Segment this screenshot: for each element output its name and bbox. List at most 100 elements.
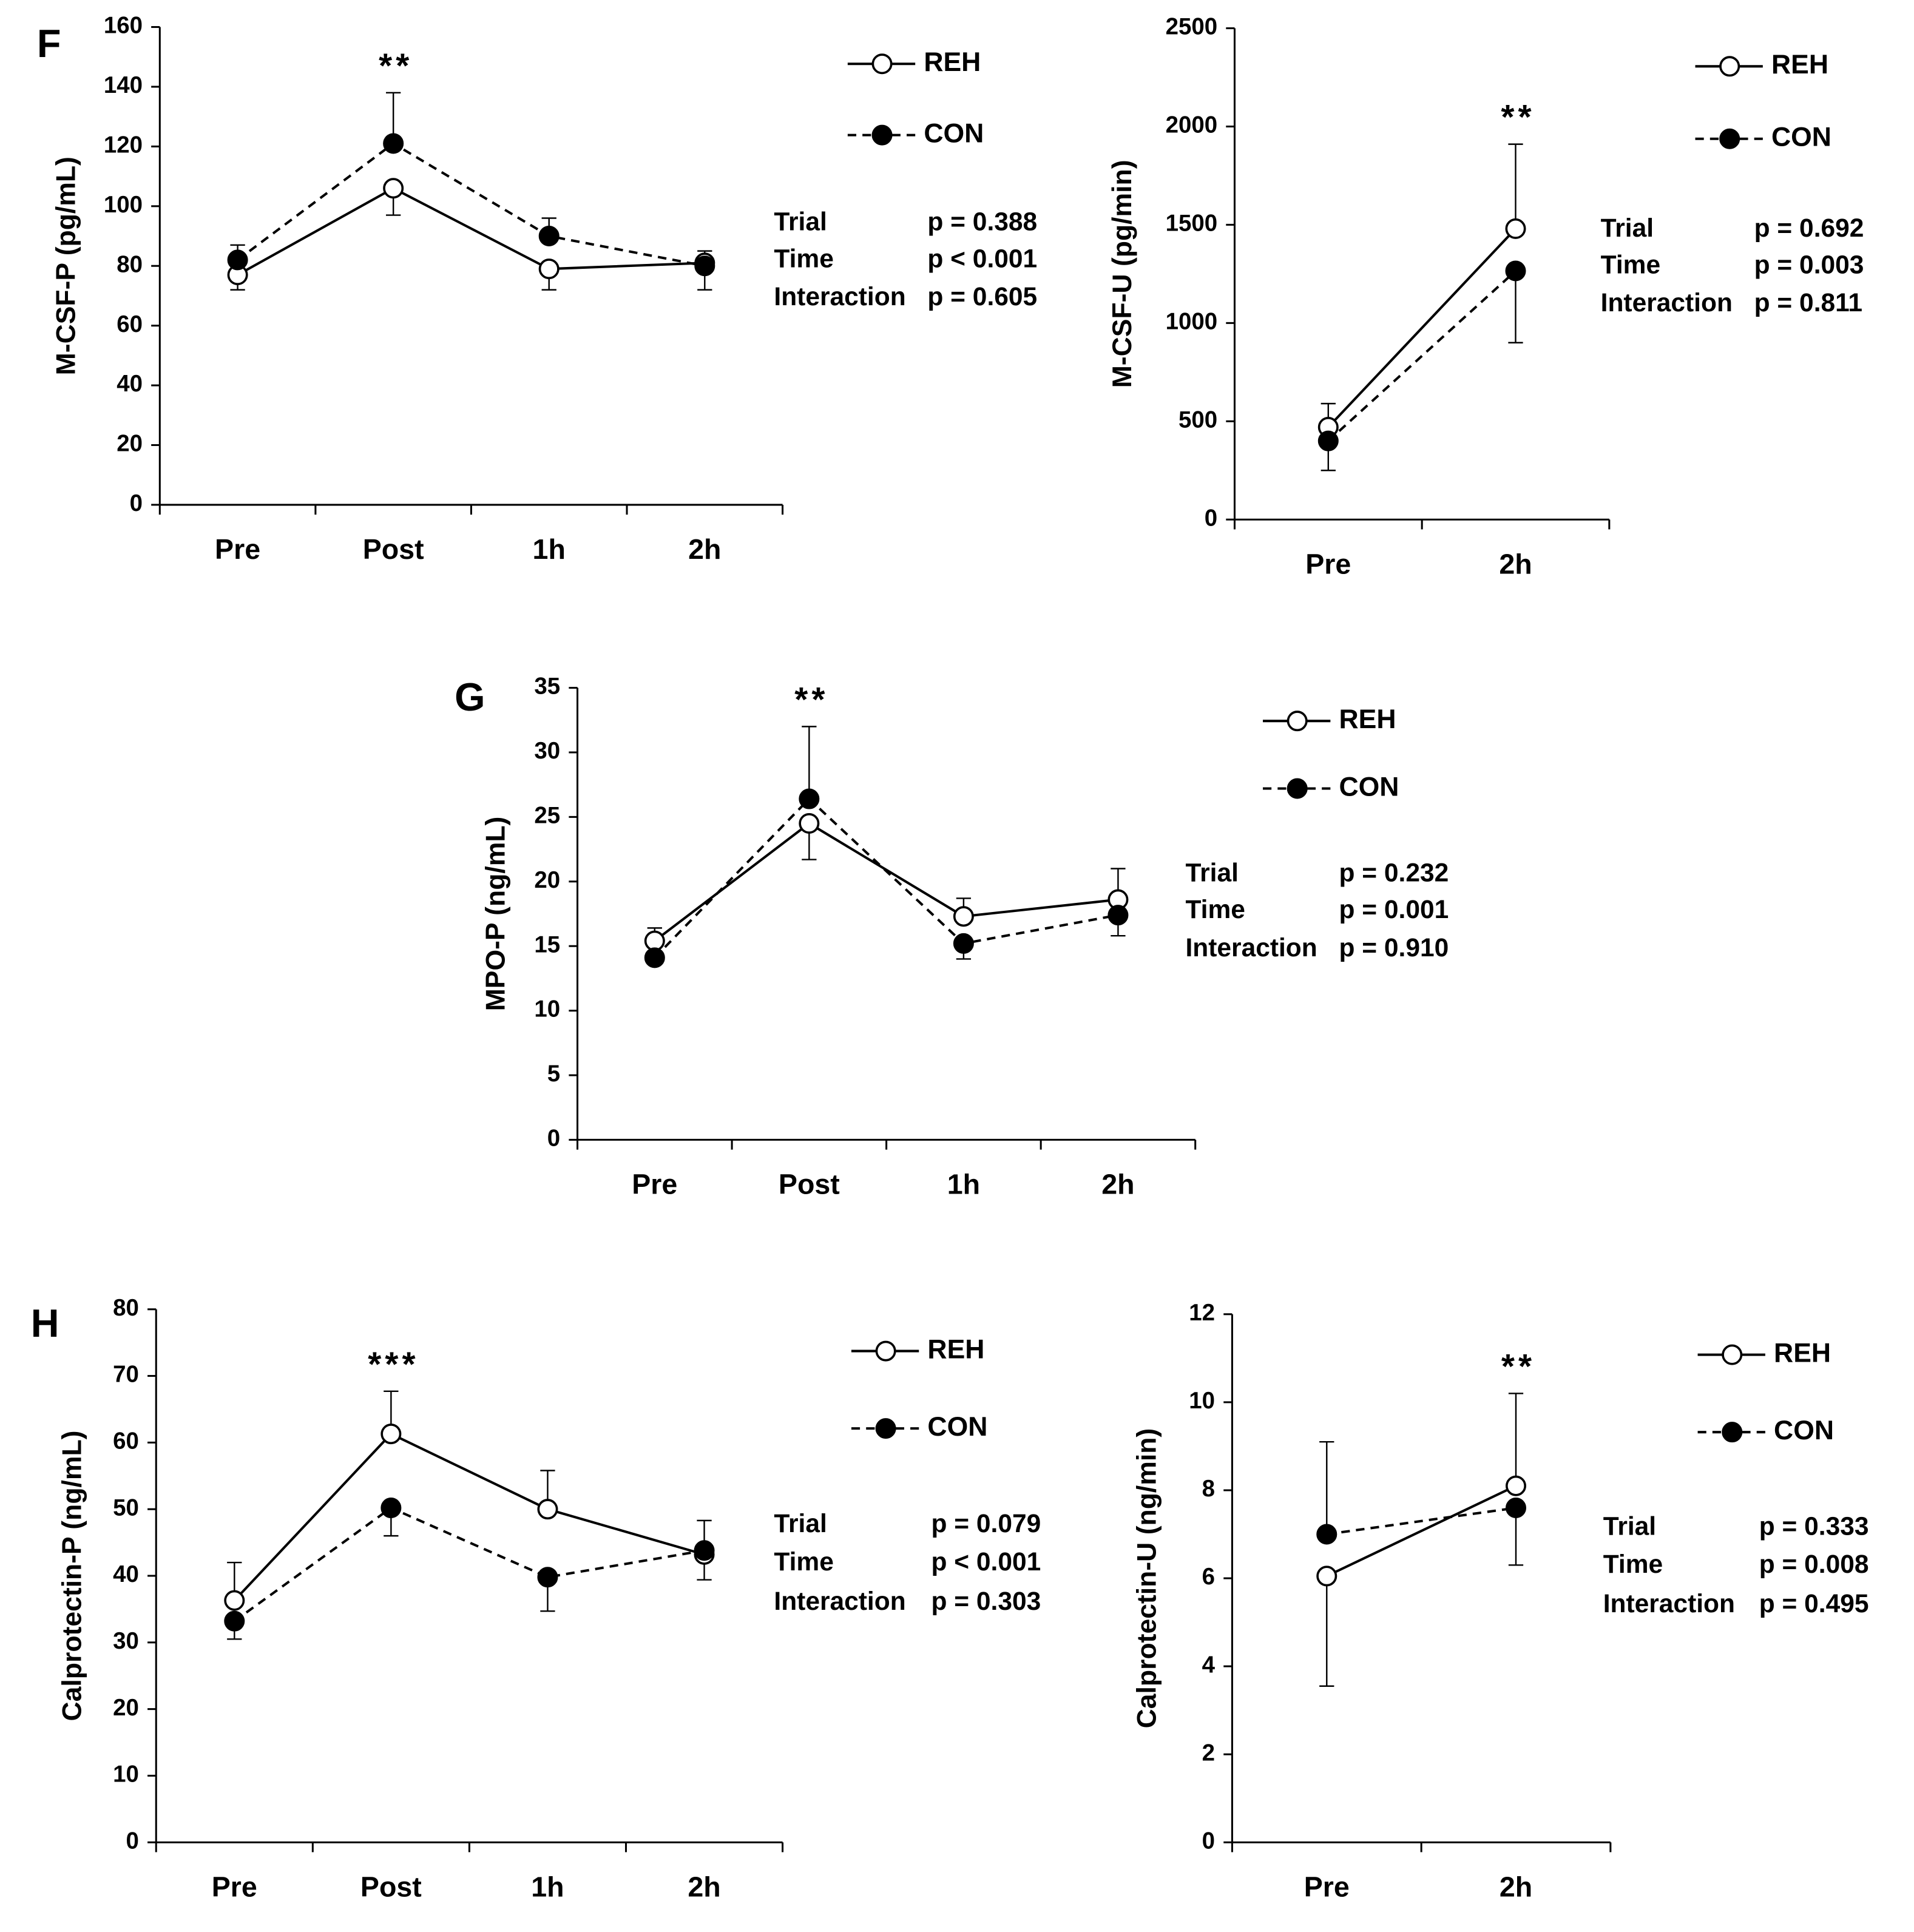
marker	[953, 933, 974, 954]
stat-label: Time	[1603, 1550, 1663, 1579]
legend-marker	[1719, 56, 1740, 77]
stat-label: Interaction	[1603, 1590, 1735, 1618]
stat-value: p = 0.495	[1759, 1590, 1869, 1618]
marker	[1505, 1475, 1526, 1496]
stat-label: Interaction	[774, 283, 905, 311]
y-tick-label: 20	[534, 867, 560, 893]
y-tick-label: 120	[104, 132, 143, 158]
y-tick-label: 80	[113, 1295, 139, 1321]
significance: **	[1501, 1348, 1535, 1386]
y-tick-label: 15	[534, 931, 560, 958]
stat-label: Time	[774, 1548, 833, 1576]
y-tick-label: 2000	[1166, 112, 1218, 138]
y-tick-label: 20	[117, 431, 143, 457]
y-tick-label: 30	[113, 1628, 139, 1654]
stat-label: Time	[1185, 896, 1245, 924]
stat-value: p = 0.605	[927, 283, 1037, 311]
stat-value: p = 0.388	[927, 208, 1037, 237]
stat-label: Interaction	[774, 1587, 905, 1616]
y-axis-label: Calprotectin-U (ng/min)	[1132, 1428, 1162, 1729]
panel-label: F	[37, 21, 61, 66]
series-line	[654, 822, 1118, 942]
y-tick-label: 70	[113, 1362, 139, 1388]
y-tick-label: 0	[126, 1828, 139, 1854]
marker	[799, 812, 820, 834]
y-tick-label: 1500	[1166, 211, 1218, 237]
y-tick-label: 12	[1189, 1300, 1215, 1326]
marker	[1316, 1566, 1337, 1587]
x-tick-label: 1h	[533, 533, 566, 565]
legend-label: CON	[924, 118, 984, 148]
y-tick-label: 40	[113, 1561, 139, 1587]
legend-marker	[871, 124, 893, 146]
x-tick-label: Post	[363, 533, 424, 565]
panel-label: H	[31, 1301, 59, 1345]
series-line	[1326, 1506, 1517, 1536]
y-tick-label: 0	[1202, 1828, 1215, 1854]
stat-value: p = 0.333	[1759, 1512, 1869, 1541]
marker	[644, 947, 665, 968]
y-tick-label: 0	[1205, 505, 1217, 531]
marker	[644, 930, 665, 951]
legend-label: REH	[927, 1334, 984, 1364]
y-tick-label: 100	[104, 192, 143, 218]
x-tick-label: 2h	[688, 533, 721, 565]
stat-value: p = 0.303	[931, 1587, 1041, 1616]
y-tick-label: 50	[113, 1495, 139, 1521]
marker	[799, 788, 820, 809]
stat-value: p = 0.910	[1339, 934, 1449, 962]
y-tick-label: 40	[117, 371, 143, 397]
legend-marker	[1719, 128, 1740, 149]
stat-label: Trial	[774, 208, 827, 237]
stat-label: Trial	[1603, 1512, 1656, 1541]
legend-marker	[1287, 778, 1308, 799]
marker	[380, 1497, 402, 1518]
y-tick-label: 25	[534, 803, 560, 829]
legend-marker	[1287, 711, 1308, 732]
legend-marker	[1722, 1422, 1743, 1443]
y-tick-label: 30	[534, 738, 560, 764]
y-tick-label: 5	[547, 1061, 560, 1087]
x-tick-label: 1h	[947, 1169, 980, 1200]
marker	[227, 249, 248, 271]
y-axis-label: M-CSF-U (pg/min)	[1107, 160, 1137, 388]
legend-label: REH	[1771, 50, 1828, 79]
x-tick-label: Pre	[632, 1169, 677, 1200]
stat-label: Time	[1601, 251, 1660, 279]
legend-label: REH	[924, 47, 981, 77]
x-tick-label: Post	[360, 1871, 422, 1902]
stat-label: Interaction	[1601, 289, 1733, 317]
stat-value: p < 0.001	[927, 245, 1037, 273]
y-tick-label: 10	[113, 1761, 139, 1788]
series-line	[1327, 270, 1517, 442]
significance: **	[1501, 98, 1535, 137]
stat-value: p = 0.003	[1754, 251, 1864, 279]
marker	[383, 178, 404, 199]
marker	[224, 1590, 245, 1611]
x-tick-label: Pre	[1304, 1871, 1350, 1902]
marker	[1505, 260, 1526, 282]
stat-label: Trial	[1601, 214, 1654, 243]
stat-label: Interaction	[1185, 934, 1317, 962]
y-axis-label: MPO-P (ng/mL)	[481, 817, 511, 1012]
x-tick-label: 2h	[1101, 1169, 1134, 1200]
significance: **	[794, 681, 828, 719]
stat-value: p = 0.692	[1754, 214, 1864, 243]
y-tick-label: 10	[534, 996, 560, 1022]
legend-marker	[1722, 1344, 1743, 1365]
y-tick-label: 0	[130, 490, 143, 516]
y-tick-label: 2	[1202, 1740, 1215, 1766]
legend-label: REH	[1339, 704, 1396, 734]
y-tick-label: 160	[104, 13, 143, 39]
y-tick-label: 8	[1202, 1476, 1215, 1502]
legend-label: CON	[927, 1412, 987, 1442]
significance: ***	[368, 1345, 419, 1383]
legend-marker	[875, 1418, 896, 1439]
marker	[537, 1499, 558, 1520]
marker	[1107, 905, 1129, 926]
series-line	[237, 142, 705, 268]
marker	[694, 1540, 715, 1561]
x-tick-label: 2h	[688, 1871, 720, 1902]
y-tick-label: 35	[534, 674, 560, 700]
